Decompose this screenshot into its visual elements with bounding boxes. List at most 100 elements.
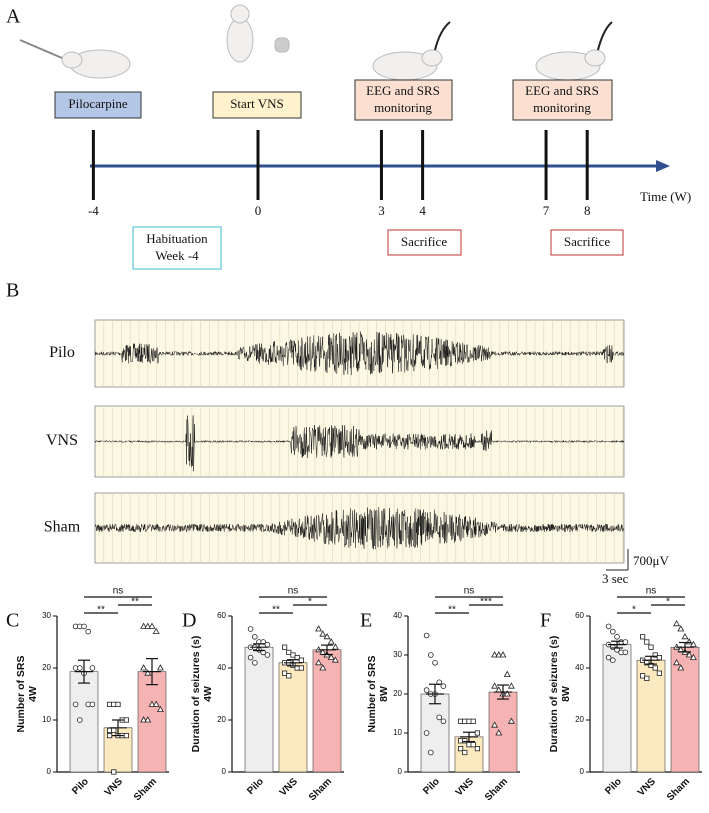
significance-label: ** xyxy=(448,605,456,616)
bar xyxy=(312,649,342,773)
x-tick-label: Sham xyxy=(132,776,159,803)
significance-label: ns xyxy=(113,586,124,597)
data-point xyxy=(507,682,515,689)
data-point xyxy=(644,675,650,682)
timeline-tick-label: 7 xyxy=(543,203,550,218)
data-point xyxy=(111,701,117,708)
box-label: Habituation xyxy=(146,231,208,246)
data-point xyxy=(605,623,612,630)
data-point xyxy=(495,729,503,736)
y-tick-label: 20 xyxy=(575,715,584,724)
significance-label: ** xyxy=(97,605,105,616)
data-point xyxy=(123,733,129,739)
significance-label: * xyxy=(308,597,312,608)
data-point xyxy=(327,638,335,645)
data-point xyxy=(281,670,288,676)
y-axis-label: 4W xyxy=(202,686,214,702)
timeline-tick-label: 0 xyxy=(255,203,262,218)
timeline-tick-label: 8 xyxy=(584,203,591,218)
panel-label: F xyxy=(540,610,551,632)
data-point xyxy=(72,701,79,708)
data-point xyxy=(144,716,152,723)
data-point xyxy=(144,669,152,676)
y-tick-label: 10 xyxy=(393,728,402,737)
eeg-trace xyxy=(94,507,625,550)
data-point xyxy=(252,633,258,640)
axis-label: Time (W) xyxy=(640,189,691,204)
timeline-tick-label: 4 xyxy=(419,203,426,218)
y-tick-label: 60 xyxy=(575,611,584,620)
data-point xyxy=(319,664,327,671)
data-point xyxy=(656,655,663,661)
y-axis-label: Number of SRS xyxy=(15,655,27,732)
data-point xyxy=(491,721,499,728)
box-label: monitoring xyxy=(533,100,591,115)
x-tick-label: Pilo xyxy=(421,776,442,797)
significance-label: ** xyxy=(272,605,280,616)
data-point xyxy=(140,716,148,723)
data-point xyxy=(77,665,83,671)
data-point xyxy=(499,651,507,658)
box-label: Sacrifice xyxy=(401,234,447,249)
data-point xyxy=(423,730,430,736)
y-tick-label: 40 xyxy=(393,611,402,620)
y-tick-label: 0 xyxy=(222,767,227,776)
data-point xyxy=(640,634,646,640)
x-tick-label: VNS xyxy=(454,776,477,799)
data-point xyxy=(319,630,327,637)
box-label: Pilocarpine xyxy=(68,96,127,111)
data-point xyxy=(123,717,129,723)
data-point xyxy=(107,733,113,739)
data-point xyxy=(440,718,447,725)
data-point xyxy=(605,654,612,661)
data-point xyxy=(466,718,472,724)
data-point xyxy=(148,622,156,629)
data-point xyxy=(503,670,511,677)
data-point xyxy=(111,727,117,734)
timeline-tick-label: 3 xyxy=(378,203,385,218)
data-point xyxy=(681,632,689,640)
data-point xyxy=(252,659,258,666)
x-tick-label: Pilo xyxy=(603,776,624,797)
data-point xyxy=(609,628,616,635)
timeline-ticks: -4 0 3 4 7 8 xyxy=(88,130,590,218)
y-tick-label: 30 xyxy=(42,611,51,620)
data-point xyxy=(622,639,629,645)
scale-label: 700μV xyxy=(633,553,669,568)
data-point xyxy=(331,656,339,663)
data-point xyxy=(323,632,331,640)
data-point xyxy=(466,742,472,748)
y-tick-label: 20 xyxy=(217,715,226,724)
trace-label: VNS xyxy=(46,432,78,449)
data-point xyxy=(462,738,468,744)
data-point xyxy=(247,626,254,632)
data-point xyxy=(140,664,148,671)
data-point xyxy=(315,658,323,666)
significance-label: ns xyxy=(646,586,657,597)
data-point xyxy=(264,652,271,658)
data-point xyxy=(156,705,164,712)
data-point xyxy=(673,619,681,627)
panel-label: B xyxy=(6,280,19,302)
data-point xyxy=(327,653,335,660)
box-label: EEG and SRS xyxy=(525,83,599,98)
data-point xyxy=(677,664,685,671)
mouse-illustrations xyxy=(19,4,613,81)
bar xyxy=(488,691,518,773)
timeline-arrow xyxy=(656,160,670,172)
x-tick-label: Pilo xyxy=(245,776,266,797)
box-label: Week -4 xyxy=(155,248,199,263)
y-axis-label: Duration of seizures (s) xyxy=(548,636,560,753)
y-tick-label: 40 xyxy=(217,663,226,672)
trace-label: Pilo xyxy=(49,344,75,361)
data-point xyxy=(622,649,629,656)
y-axis-label: 8W xyxy=(378,686,390,702)
y-axis-label: Number of SRS xyxy=(366,655,378,732)
data-point xyxy=(423,632,430,639)
x-tick-label: VNS xyxy=(278,776,301,799)
data-point xyxy=(640,673,646,679)
significance-label: ns xyxy=(288,586,299,597)
x-tick-label: VNS xyxy=(636,776,659,799)
data-point xyxy=(470,718,476,724)
y-tick-label: 0 xyxy=(580,767,585,776)
